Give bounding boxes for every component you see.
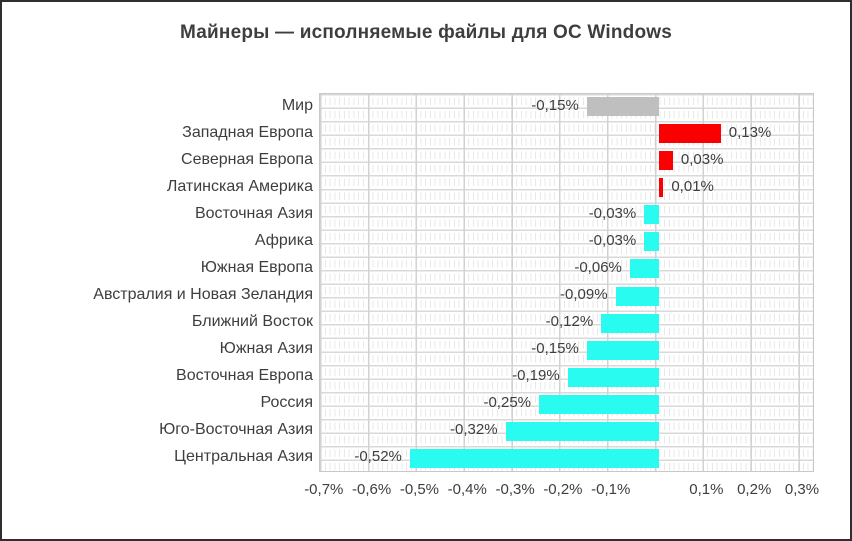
plot-area [319, 93, 814, 472]
bar [644, 205, 659, 225]
x-tick-label: -0,7% [304, 481, 344, 498]
x-tick-label: 0,1% [689, 481, 724, 498]
category-label: Южная Европа [200, 258, 313, 276]
value-label: 0,01% [671, 177, 714, 195]
value-label: -0,12% [545, 313, 594, 331]
value-label: -0,32% [450, 421, 498, 439]
category-label: Ближний Восток [191, 313, 313, 331]
bar [567, 367, 659, 387]
value-label: 0,03% [680, 150, 724, 168]
bar [629, 259, 659, 279]
bar [615, 286, 659, 306]
value-label: -0,15% [531, 96, 579, 114]
bar [505, 421, 659, 441]
value-label: -0,06% [574, 258, 622, 276]
bar [658, 124, 721, 144]
bar [658, 151, 673, 171]
value-label: -0,19% [512, 367, 560, 385]
x-tick-label: -0,5% [399, 481, 440, 498]
x-tick-label: -0,2% [543, 481, 583, 498]
x-tick-label: -0,3% [495, 481, 535, 498]
x-tick-label: -0,1% [591, 481, 631, 498]
category-label: Южная Азия [219, 340, 313, 358]
category-label: Россия [260, 394, 313, 412]
bar [644, 232, 659, 252]
value-label: -0,03% [588, 204, 637, 222]
x-tick-label: 0,2% [737, 481, 772, 498]
bar [409, 448, 659, 468]
value-label: -0,25% [483, 394, 531, 412]
category-label: Мир [281, 96, 313, 114]
value-label: -0,52% [354, 448, 402, 466]
category-label: Западная Европа [182, 123, 313, 141]
bar [586, 340, 659, 360]
value-label: -0,09% [560, 286, 608, 304]
value-label: -0,15% [531, 340, 579, 358]
value-label: 0,13% [728, 123, 772, 141]
bar [601, 313, 659, 333]
category-label: Африка [254, 231, 313, 249]
bar [658, 178, 664, 198]
category-label: Восточная Азия [194, 204, 313, 222]
value-label: -0,03% [588, 231, 637, 249]
x-tick-label: 0,3% [784, 481, 820, 498]
category-label: Восточная Европа [176, 367, 313, 385]
category-label: Северная Европа [181, 150, 313, 168]
bar [586, 97, 659, 117]
x-tick-label: -0,4% [447, 481, 487, 498]
category-label: Латинская Америка [166, 177, 313, 195]
chart-title: Майнеры — исполняемые файлы для ОС Windo… [180, 22, 672, 43]
category-label: Юго-Восточная Азия [159, 421, 313, 439]
category-label: Центральная Азия [174, 448, 313, 466]
category-label: Австралия и Новая Зеландия [93, 286, 313, 304]
x-tick-label: -0,6% [352, 481, 392, 498]
bar [539, 394, 659, 414]
